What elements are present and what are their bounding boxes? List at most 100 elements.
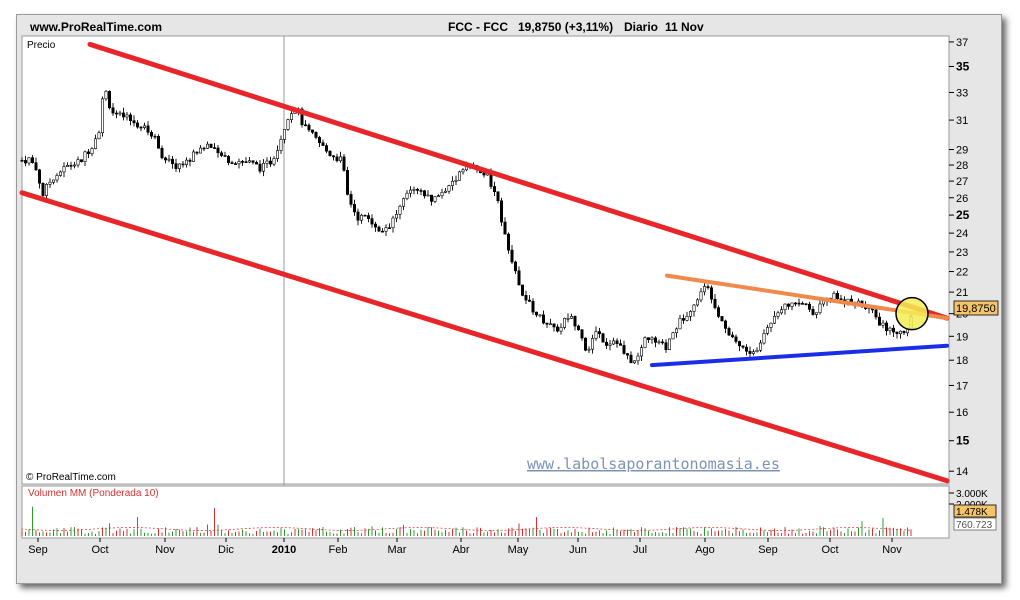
candle-body — [185, 159, 189, 165]
y-tick-label: 37 — [956, 37, 968, 49]
candle-body — [636, 355, 640, 362]
candle-body — [748, 350, 752, 354]
candle-body — [171, 158, 175, 164]
x-tick-label: Sep — [758, 544, 778, 556]
candle-body — [440, 192, 444, 197]
candle-body — [377, 226, 381, 232]
candle-body — [559, 327, 563, 332]
candle-body — [538, 314, 542, 317]
candle-body — [58, 171, 62, 176]
x-tick-label: Oct — [821, 544, 838, 556]
candle-body — [314, 132, 318, 138]
candle-body — [220, 152, 224, 156]
y-tick-label: 17 — [956, 380, 968, 392]
candle-body — [321, 142, 325, 146]
candle-body — [178, 163, 182, 169]
site-title: www.ProRealTime.com — [30, 20, 163, 34]
candle-body — [804, 303, 808, 306]
candle-body — [48, 181, 52, 185]
candle-body — [727, 328, 731, 336]
candle-body — [268, 160, 272, 165]
candle-body — [902, 330, 906, 334]
volume-panel-label: Volumen MM (Ponderada 10) — [28, 488, 159, 499]
candle-body — [202, 147, 206, 150]
candle-body — [678, 318, 682, 330]
candle-body — [143, 125, 147, 128]
candle-body — [310, 129, 314, 133]
candle-body — [590, 338, 594, 350]
candle-body — [685, 316, 689, 321]
y-tick-label: 35 — [956, 59, 970, 73]
candle-body — [241, 161, 245, 163]
volume-ma-tag — [953, 517, 997, 531]
candle-body — [618, 343, 622, 346]
candle-body — [328, 150, 332, 157]
candle-body — [23, 160, 27, 164]
candle-body — [643, 337, 647, 348]
candle-body — [513, 261, 517, 272]
candle-body — [699, 291, 703, 301]
candle-body — [342, 156, 346, 171]
x-tick-label: May — [508, 544, 529, 556]
candle-body — [118, 112, 122, 115]
candle-body — [282, 129, 286, 140]
candle-body — [405, 192, 409, 199]
candle-body — [762, 332, 766, 344]
candle-body — [391, 217, 395, 229]
candle-body — [275, 150, 279, 159]
candle-body — [227, 156, 231, 163]
candle-body — [832, 293, 836, 300]
candle-body — [660, 341, 664, 344]
candle-body — [839, 298, 843, 301]
candle-body — [702, 286, 706, 293]
candle-body — [261, 163, 265, 172]
candle-body — [541, 314, 545, 324]
candle-body — [195, 151, 199, 154]
candle-body — [206, 143, 210, 149]
x-tick-label: Abr — [452, 544, 469, 556]
candle-body — [562, 318, 566, 328]
y-tick-label: 23 — [956, 247, 968, 259]
candle-body — [55, 175, 59, 181]
candle-body — [44, 184, 48, 196]
candle-body — [646, 337, 650, 340]
candle-body — [234, 163, 238, 165]
x-tick-label: Sep — [28, 544, 48, 556]
price-panel-label: Precio — [27, 40, 56, 51]
candle-body — [188, 159, 192, 162]
volume-tag-value: 1.478K — [956, 507, 988, 518]
candle-body — [611, 340, 615, 345]
y-tick-label: 22 — [956, 267, 968, 279]
candle-body — [576, 325, 580, 331]
candle-body — [545, 322, 549, 325]
candle-body — [136, 122, 140, 128]
candle-body — [174, 163, 178, 169]
candle-body — [69, 165, 73, 167]
candle-body — [317, 137, 321, 144]
candle-body — [517, 270, 521, 286]
candle-body — [608, 343, 612, 346]
candle-body — [429, 194, 433, 202]
candle-body — [629, 354, 633, 364]
last-price-tag — [953, 300, 999, 316]
watermark: www.labolsaporantonomasia.es — [527, 455, 780, 473]
candle-body — [370, 218, 374, 225]
candle-body — [335, 156, 339, 162]
candle-body — [251, 160, 255, 163]
candle-body — [223, 155, 227, 157]
candle-body — [401, 198, 405, 207]
candle-body — [394, 213, 398, 219]
candle-body — [566, 317, 570, 320]
candle-body — [800, 303, 804, 305]
candle-body — [125, 114, 129, 118]
candle-body — [758, 342, 762, 351]
volume-tag — [953, 504, 997, 518]
y-tick-label: 26 — [956, 193, 968, 205]
candle-body — [503, 221, 507, 235]
candle-body — [583, 337, 587, 351]
x-tick-label: Nov — [155, 544, 175, 556]
candle-body — [765, 327, 769, 334]
candle-body — [569, 316, 573, 319]
candle-body — [734, 336, 738, 342]
